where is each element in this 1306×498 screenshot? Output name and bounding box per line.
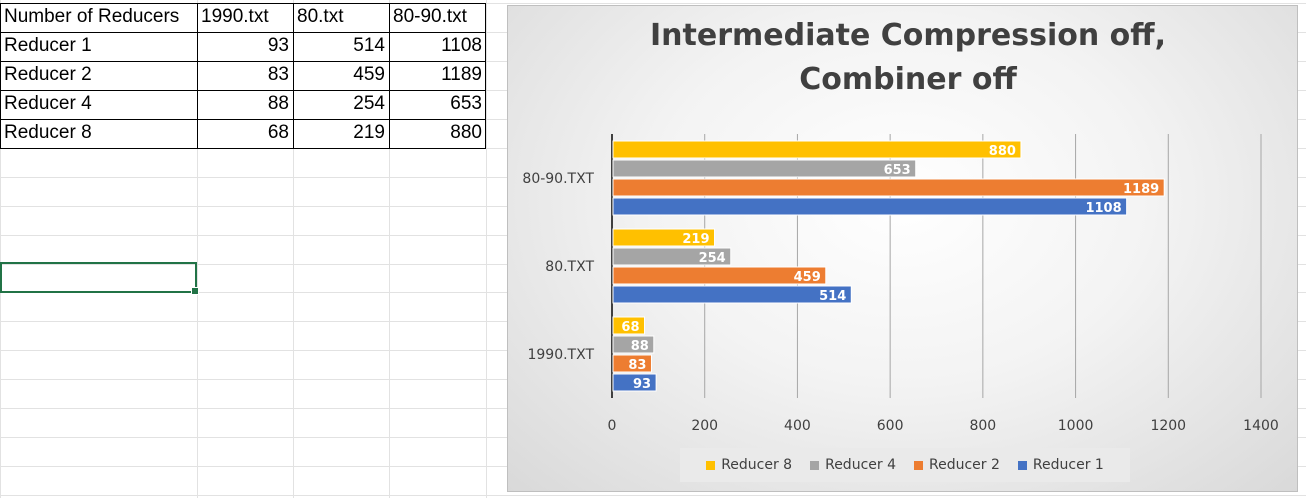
table-column-border <box>389 3 390 149</box>
grid-column-line <box>389 0 390 498</box>
chart-title[interactable]: Intermediate Compression off, Combiner o… <box>650 18 1166 97</box>
table-row-border <box>0 61 486 62</box>
table-cell[interactable]: 1189 <box>441 64 482 85</box>
table-cell[interactable]: 88 <box>267 93 289 114</box>
data-table <box>0 3 486 149</box>
table-cell[interactable]: 514 <box>353 35 385 56</box>
table-cell[interactable]: 219 <box>353 122 385 143</box>
table-cell[interactable]: 68 <box>267 122 289 143</box>
bar-data-label: 1108 <box>1085 201 1121 216</box>
legend-label: Reducer 8 <box>721 457 793 473</box>
bar-data-label: 88 <box>631 339 649 354</box>
table-cell[interactable]: 254 <box>353 93 385 114</box>
legend-label: Reducer 4 <box>825 457 896 473</box>
table-row-border <box>0 90 486 91</box>
table-column-border <box>197 3 198 149</box>
grid-row-line <box>0 3 1306 4</box>
bar-data-label: 83 <box>628 358 646 373</box>
legend-item[interactable]: Reducer 4 <box>810 457 896 473</box>
bar <box>612 266 827 285</box>
legend-swatch <box>810 460 820 470</box>
legend-swatch <box>706 460 716 470</box>
bar-data-label: 653 <box>884 163 911 178</box>
table-row-border <box>0 32 486 33</box>
bar-chart[interactable]: Intermediate Compression off, Combiner o… <box>507 5 1298 492</box>
bar <box>612 178 1165 197</box>
bar <box>612 354 652 373</box>
bar-data-label: 68 <box>621 320 639 335</box>
grid-column-line <box>293 0 294 498</box>
legend-label: Reducer 2 <box>929 457 1000 473</box>
x-tick-label: 200 <box>691 418 718 434</box>
table-header-cell[interactable]: Number of Reducers <box>4 6 180 27</box>
x-tick-label: 1200 <box>1150 418 1186 434</box>
category-label: 80-90.TXT <box>522 171 594 187</box>
table-cell[interactable]: Reducer 1 <box>4 35 92 56</box>
legend-item[interactable]: Reducer 8 <box>706 457 792 473</box>
table-cell[interactable]: 459 <box>353 64 385 85</box>
chart-plot-area[interactable]: 0 200 400 600 800 1000 1200 1400 93 83 88 68 1990.TX… <box>508 6 1299 493</box>
table-cell[interactable]: 1108 <box>441 35 482 56</box>
bar <box>612 316 646 335</box>
category-label: 1990.TXT <box>527 347 594 363</box>
grid-row-line <box>0 495 1306 496</box>
table-row-border <box>0 119 486 120</box>
x-tick-label: 0 <box>608 418 617 434</box>
table-header-cell[interactable]: 1990.txt <box>201 6 269 27</box>
bar <box>612 197 1128 216</box>
legend-swatch <box>1017 460 1027 470</box>
x-tick-label: 800 <box>969 418 996 434</box>
x-tick-label: 1400 <box>1243 418 1279 434</box>
bar-data-label: 514 <box>819 289 846 304</box>
table-column-border <box>293 3 294 149</box>
table-header-cell[interactable]: 80-90.txt <box>393 6 467 27</box>
bar <box>612 373 657 392</box>
table-cell[interactable]: 653 <box>450 93 482 114</box>
table-cell[interactable]: Reducer 8 <box>4 122 92 143</box>
bar-data-label: 254 <box>699 251 726 266</box>
bar <box>612 335 655 354</box>
bar <box>612 159 917 178</box>
bar-data-label: 880 <box>989 144 1016 159</box>
bar-data-label: 219 <box>682 232 709 247</box>
table-cell[interactable]: Reducer 2 <box>4 64 92 85</box>
bar <box>612 140 1022 159</box>
x-tick-label: 400 <box>784 418 811 434</box>
bar-data-label: 1189 <box>1123 182 1159 197</box>
table-cell[interactable]: 880 <box>450 122 482 143</box>
table-cell[interactable]: Reducer 4 <box>4 93 92 114</box>
table-cell[interactable]: 93 <box>267 35 289 56</box>
legend-item[interactable]: Reducer 1 <box>1017 457 1104 473</box>
active-cell-selection[interactable] <box>0 262 199 295</box>
legend-item[interactable]: Reducer 2 <box>914 457 1000 473</box>
legend-label: Reducer 1 <box>1032 457 1104 473</box>
bar <box>612 285 852 304</box>
bar-data-label: 459 <box>794 270 821 285</box>
legend-swatch <box>914 460 923 470</box>
grid-column-line <box>0 0 1 498</box>
bar <box>612 228 716 247</box>
bar <box>612 247 732 266</box>
grid-column-line <box>197 0 198 498</box>
table-header-cell[interactable]: 80.txt <box>297 6 344 27</box>
x-tick-label: 600 <box>877 418 904 434</box>
category-label: 80.TXT <box>545 259 594 275</box>
bar-data-label: 93 <box>633 377 651 392</box>
x-tick-label: 1000 <box>1058 418 1094 434</box>
table-cell[interactable]: 83 <box>267 64 289 85</box>
fill-handle[interactable] <box>191 287 199 295</box>
grid-column-line <box>486 0 487 498</box>
chart-legend[interactable]: Reducer 8 Reducer 4 Reducer 2 Reducer 1 <box>680 448 1130 482</box>
